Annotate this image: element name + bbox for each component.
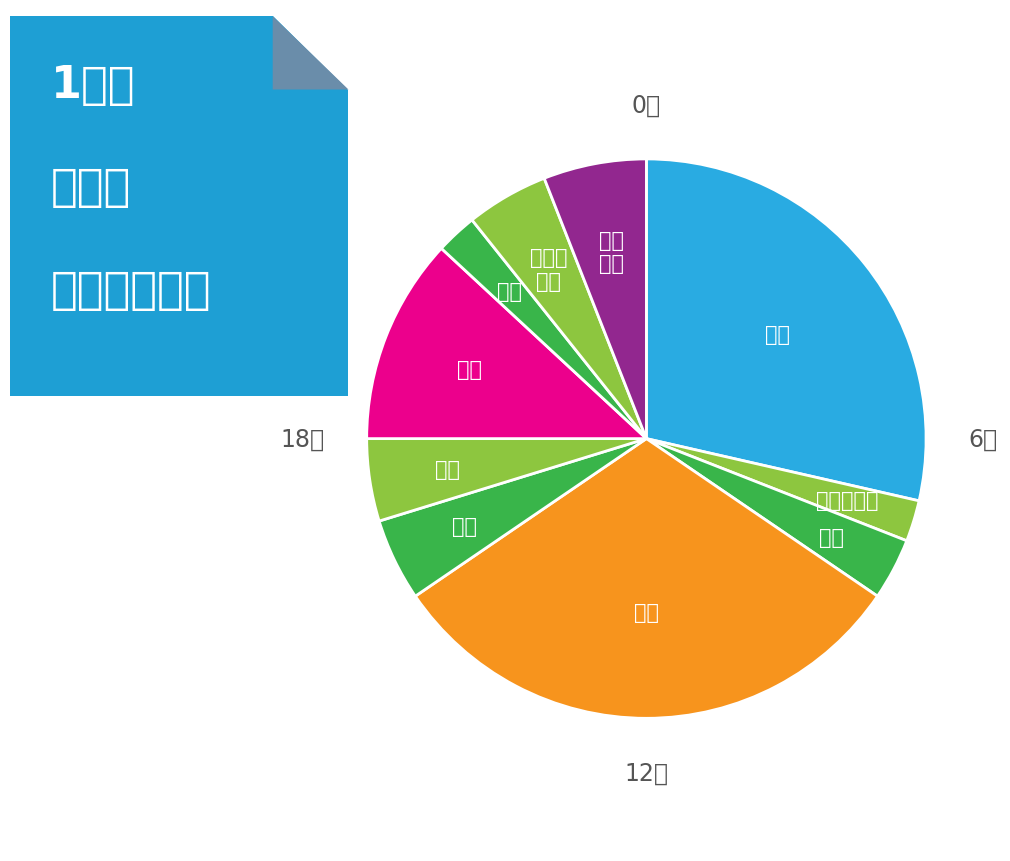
Text: 起床・準備: 起床・準備	[816, 491, 878, 511]
Text: 1日の: 1日の	[50, 64, 135, 107]
Wedge shape	[646, 439, 919, 542]
Wedge shape	[441, 220, 646, 439]
Text: 授業: 授業	[457, 360, 482, 380]
Wedge shape	[367, 249, 646, 439]
Text: 食事: 食事	[434, 459, 460, 479]
Wedge shape	[544, 160, 646, 439]
Wedge shape	[472, 179, 646, 439]
Text: 通学: 通学	[452, 517, 478, 536]
Wedge shape	[646, 160, 926, 501]
Text: 0時: 0時	[632, 94, 661, 118]
Wedge shape	[646, 439, 907, 597]
Text: タイム: タイム	[50, 166, 130, 209]
Text: 仕事: 仕事	[634, 603, 659, 623]
Text: 18時: 18時	[281, 427, 325, 451]
Text: 就寝前
準備: 就寝前 準備	[530, 248, 568, 291]
Wedge shape	[367, 439, 646, 522]
Text: 通勤: 通勤	[819, 527, 844, 547]
Wedge shape	[379, 439, 646, 597]
Text: 移動: 移動	[497, 282, 522, 301]
Text: スケジュール: スケジュール	[50, 269, 211, 312]
Text: 睡眠: 睡眠	[766, 325, 790, 344]
Wedge shape	[415, 439, 878, 718]
Text: 復習
など: 復習 など	[599, 231, 623, 274]
Text: 6時: 6時	[968, 427, 997, 451]
Text: 12時: 12時	[624, 760, 669, 784]
